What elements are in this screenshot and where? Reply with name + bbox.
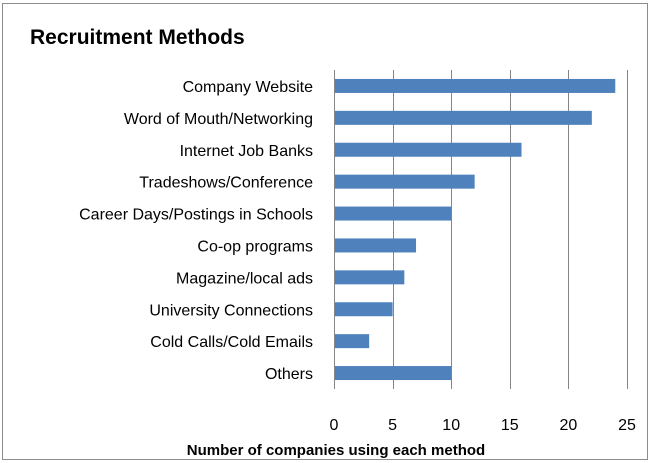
bar — [335, 270, 405, 285]
bar — [335, 334, 370, 349]
bar — [335, 366, 452, 381]
category-label: Company Website — [183, 79, 314, 96]
bars — [335, 78, 616, 381]
category-label: University Connections — [149, 302, 313, 319]
category-label: Internet Job Banks — [180, 143, 313, 160]
x-tick-labels: 0 5 10 15 20 25 — [330, 417, 636, 434]
category-label: Tradeshows/Conference — [139, 175, 313, 192]
category-label: Others — [265, 366, 313, 383]
x-tick-label: 10 — [442, 417, 460, 434]
category-label: Career Days/Postings in Schools — [79, 207, 313, 224]
x-tick-label: 15 — [501, 417, 519, 434]
bar — [335, 206, 452, 221]
x-axis-title: Number of companies using each method — [187, 442, 485, 459]
x-tick-label: 0 — [330, 417, 339, 434]
category-label: Word of Mouth/Networking — [124, 111, 313, 128]
x-tick-label: 5 — [388, 417, 397, 434]
bar — [335, 174, 475, 189]
bar — [335, 302, 393, 317]
bar — [335, 78, 616, 93]
category-label: Cold Calls/Cold Emails — [150, 334, 313, 351]
category-label: Co-op programs — [197, 238, 313, 255]
category-label: Magazine/local ads — [176, 270, 313, 287]
x-tick-label: 20 — [560, 417, 578, 434]
bar — [335, 238, 417, 253]
x-tick-label: 25 — [618, 417, 636, 434]
bar — [335, 110, 592, 125]
chart-title: Recruitment Methods — [30, 26, 245, 49]
bar — [335, 142, 522, 157]
category-labels: Company Website Word of Mouth/Networking I… — [79, 79, 313, 383]
